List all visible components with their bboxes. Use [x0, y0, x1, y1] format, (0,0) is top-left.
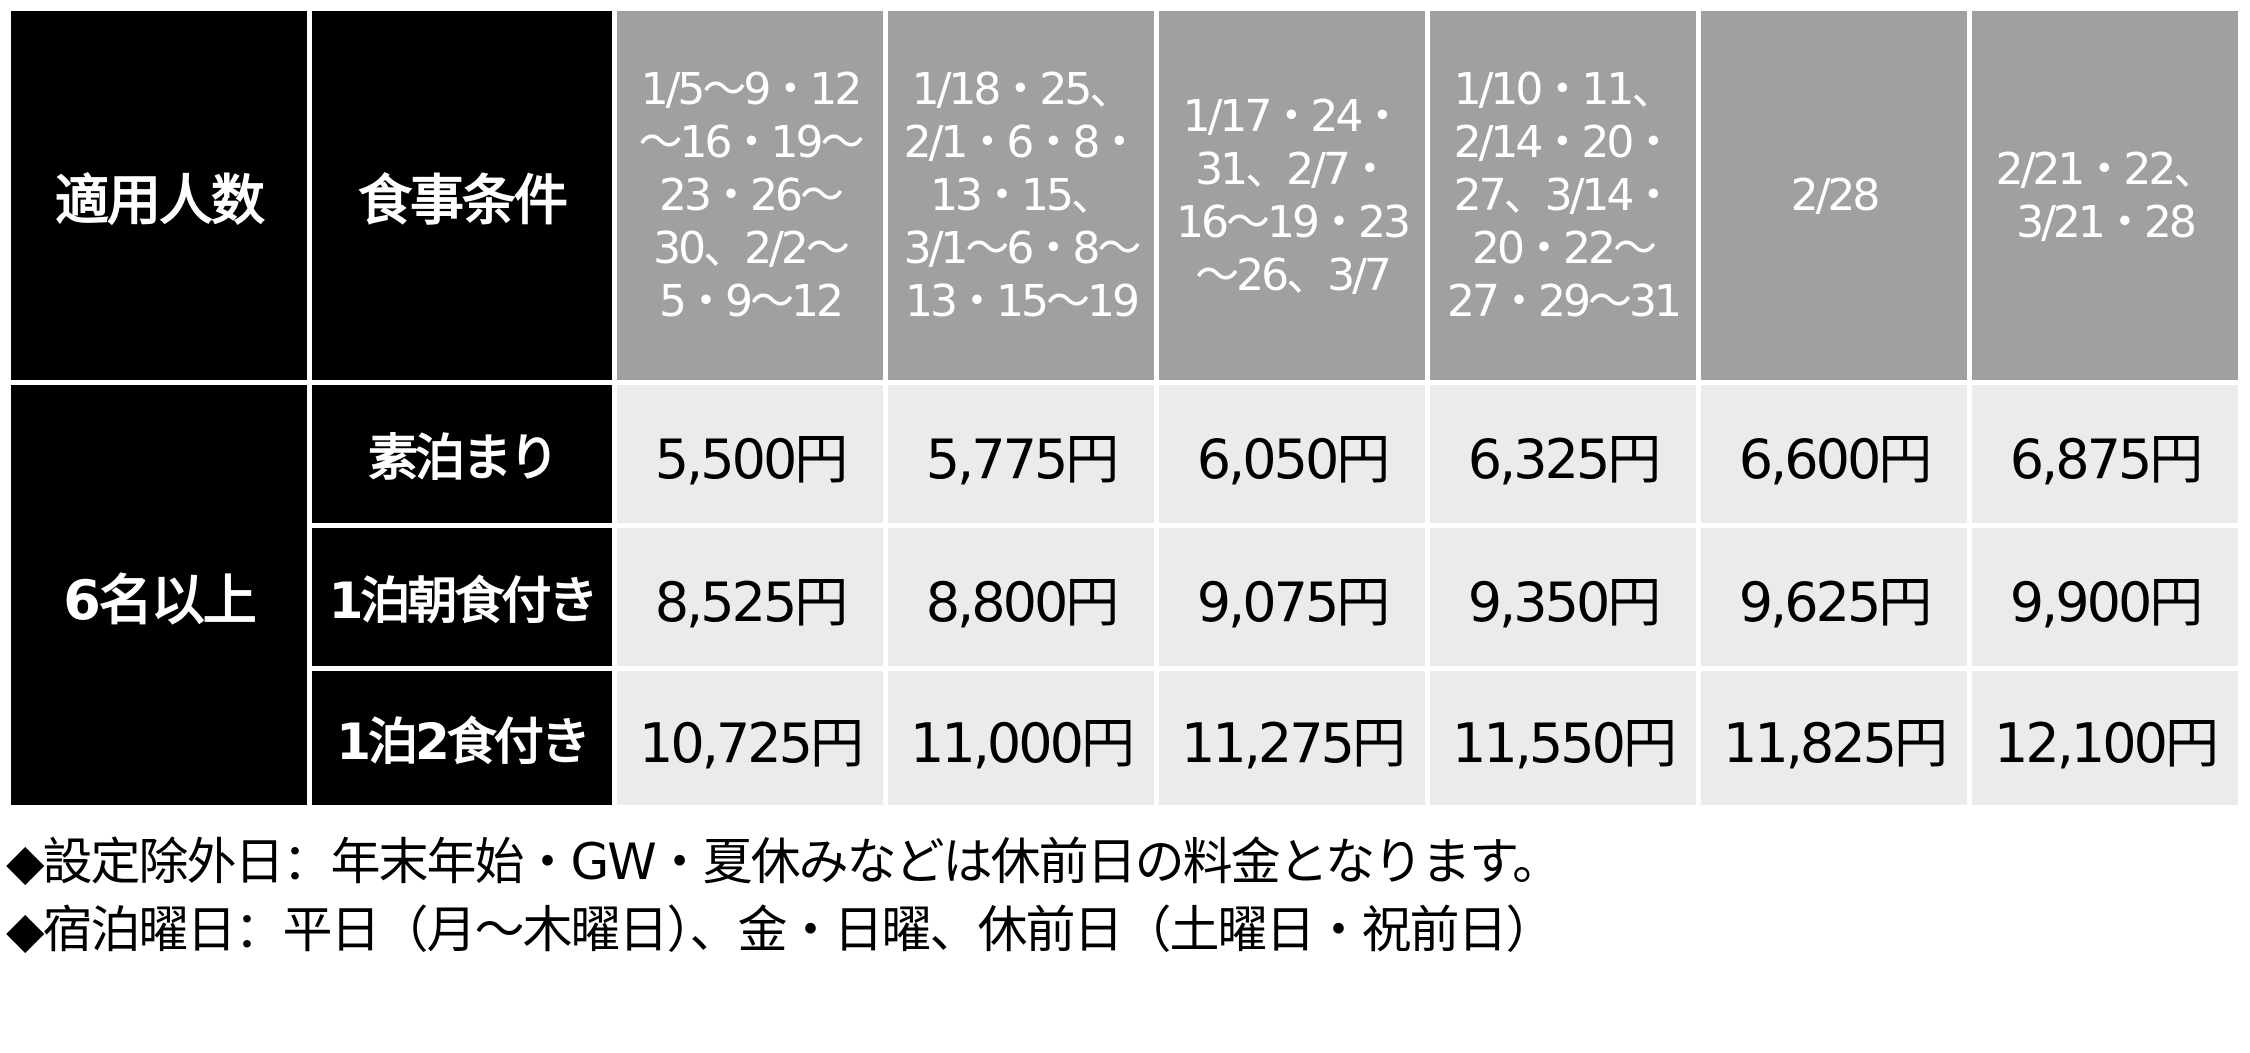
- header-meal: 食事条件: [312, 11, 612, 380]
- price-cell: 6,875円: [1972, 385, 2238, 523]
- meal-condition: 1泊朝食付き: [312, 528, 612, 666]
- price-cell: 10,725円: [617, 671, 883, 805]
- price-cell: 5,500円: [617, 385, 883, 523]
- price-cell: 6,050円: [1159, 385, 1425, 523]
- price-cell: 6,325円: [1430, 385, 1696, 523]
- meal-condition: 素泊まり: [312, 385, 612, 523]
- note-stay-days: ◆宿泊曜日：平日（月～木曜日）、金・日曜、休前日（土曜日・祝前日）: [6, 901, 1555, 959]
- header-dates: 1/5～9・12 ～16・19～ 23・26～ 30、2/2～ 5・9～12: [617, 11, 883, 380]
- header-persons: 適用人数: [11, 11, 307, 380]
- price-cell: 12,100円: [1972, 671, 2238, 805]
- header-dates: 1/10・11、 2/14・20・ 27、3/14・ 20・22～ 27・29～…: [1430, 11, 1696, 380]
- price-cell: 8,800円: [888, 528, 1154, 666]
- price-cell: 5,775円: [888, 385, 1154, 523]
- price-cell: 9,625円: [1701, 528, 1967, 666]
- price-cell: 6,600円: [1701, 385, 1967, 523]
- price-cell: 9,900円: [1972, 528, 2238, 666]
- meal-condition: 1泊2食付き: [312, 671, 612, 805]
- price-cell: 9,075円: [1159, 528, 1425, 666]
- price-cell: 11,825円: [1701, 671, 1967, 805]
- price-cell: 11,550円: [1430, 671, 1696, 805]
- price-cell: 11,000円: [888, 671, 1154, 805]
- price-table: 適用人数 食事条件 1/5～9・12 ～16・19～ 23・26～ 30、2/2…: [11, 11, 2238, 805]
- note-excluded-dates: ◆設定除外日：年末年始・GW・夏休みなどは休前日の料金となります。: [6, 833, 1562, 891]
- header-dates: 2/28: [1701, 11, 1967, 380]
- header-dates: 2/21・22、 3/21・28: [1972, 11, 2238, 380]
- price-cell: 11,275円: [1159, 671, 1425, 805]
- persons-group: 6名以上: [11, 385, 307, 805]
- price-cell: 8,525円: [617, 528, 883, 666]
- price-cell: 9,350円: [1430, 528, 1696, 666]
- header-dates: 1/17・24・ 31、2/7・ 16～19・23 ～26、3/7: [1159, 11, 1425, 380]
- notes: ◆設定除外日：年末年始・GW・夏休みなどは休前日の料金となります。 ◆宿泊曜日：…: [6, 828, 1562, 964]
- header-dates: 1/18・25、 2/1・6・8・ 13・15、 3/1～6・8～ 13・15～…: [888, 11, 1154, 380]
